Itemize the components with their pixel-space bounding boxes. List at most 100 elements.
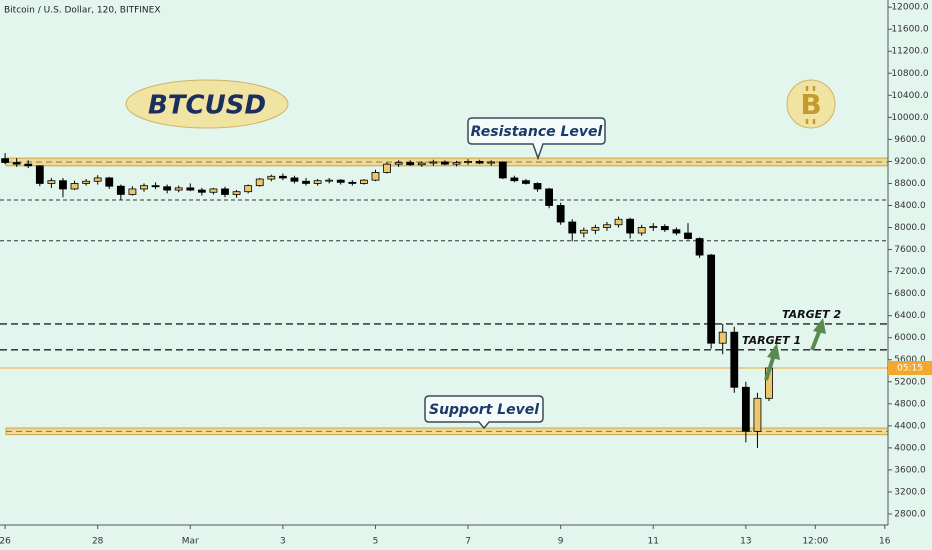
candle-body	[59, 180, 67, 190]
candle-body	[151, 185, 160, 188]
candle-body	[232, 191, 241, 195]
candle-body	[533, 183, 542, 190]
candle-body	[348, 181, 357, 184]
candle-body	[649, 226, 658, 228]
x-tick-label: 5	[373, 537, 379, 547]
y-tick-label: 7200.0	[894, 267, 926, 277]
y-tick-label: 11600.0	[891, 25, 928, 35]
zone-label: Support Level	[429, 402, 539, 418]
candle-body	[35, 165, 44, 184]
candle-body	[82, 180, 91, 184]
candle-body	[695, 238, 704, 256]
candle-body	[741, 386, 750, 432]
candle-body	[278, 175, 287, 179]
candle-body	[406, 162, 415, 166]
candle-body	[730, 331, 739, 388]
candle-body	[371, 172, 380, 181]
symbol-badge: BTCUSD	[148, 91, 266, 121]
target-arrows	[764, 318, 826, 381]
y-tick-label: 4800.0	[894, 399, 926, 409]
zone-callout	[424, 395, 544, 430]
arrow-shaft	[764, 357, 775, 381]
x-tick-label: 28	[92, 537, 104, 547]
candle-body	[510, 177, 519, 182]
candle-body	[197, 189, 206, 193]
candle-body	[417, 162, 426, 166]
arrow-shaft	[810, 331, 821, 351]
y-tick-label: 11200.0	[891, 47, 928, 57]
candle-body	[383, 163, 391, 173]
candle-body	[522, 180, 530, 184]
x-tick-label: 12:00	[802, 537, 828, 547]
y-tick-label: 9200.0	[894, 157, 926, 167]
badge-ellipse	[125, 79, 289, 129]
logo-coin	[786, 79, 836, 129]
candle-body	[174, 187, 183, 191]
y-tick-label: 6400.0	[894, 311, 926, 321]
candle-body	[556, 205, 565, 223]
candle-body	[707, 254, 716, 344]
candle-body	[498, 161, 507, 179]
candle-body	[441, 161, 449, 165]
x-tick-label: 26	[0, 537, 11, 547]
y-tick-label: 10800.0	[891, 69, 928, 79]
y-tick-label: 8400.0	[894, 201, 926, 211]
candle-body	[684, 232, 692, 239]
x-tick-label: 16	[879, 537, 891, 547]
candle-body	[603, 224, 611, 228]
candle-body	[163, 186, 172, 191]
y-tick-label: 10400.0	[891, 91, 928, 101]
candle-body	[718, 331, 727, 344]
candle-body	[360, 179, 368, 184]
x-tick-label: 11	[648, 537, 659, 547]
candle-body	[545, 188, 553, 206]
candle-body	[637, 227, 646, 234]
target-label: TARGET 1	[742, 334, 801, 347]
candle-body	[464, 161, 472, 163]
candle-body	[452, 162, 461, 165]
y-tick-label: 10000.0	[891, 113, 928, 123]
candle-body	[672, 229, 681, 234]
candle-body	[128, 188, 137, 195]
y-tick-label: 8000.0	[894, 223, 926, 233]
candle-body	[660, 226, 669, 231]
candle-body	[24, 163, 33, 167]
annotations-layer: TARGET 1 TARGET 2 Resistance Level Support …	[424, 117, 842, 430]
candles-layer	[1, 153, 773, 448]
arrow-head	[813, 318, 826, 334]
zone-label: Resistance Level	[471, 124, 603, 140]
candle-body	[1, 158, 9, 163]
arrow-head	[767, 343, 780, 360]
candle-body	[70, 183, 79, 190]
candle-body	[487, 161, 496, 164]
y-tick-label: 6800.0	[894, 289, 926, 299]
candle-body	[290, 177, 299, 182]
candle-body	[568, 221, 577, 234]
candle-body	[614, 218, 623, 226]
candle-body	[591, 227, 600, 231]
candle-body	[116, 185, 125, 195]
candle-body	[105, 177, 114, 187]
candle-body	[93, 177, 102, 182]
x-tick-label: Mar	[182, 537, 199, 547]
candle-body	[313, 180, 322, 184]
y-tick-label: 9600.0	[894, 135, 926, 145]
last-price-box	[888, 360, 932, 375]
target-label: TARGET 2	[782, 308, 842, 321]
y-tick-label: 7600.0	[894, 245, 926, 255]
countdown-label: 05:15	[897, 363, 923, 373]
candle-body	[429, 161, 438, 164]
levels-layer	[0, 199, 888, 369]
y-tick-label: 2800.0	[894, 509, 926, 519]
y-tick-label: 5600.0	[894, 355, 926, 365]
y-tick-label: 3200.0	[894, 487, 926, 497]
y-tick-label: 5200.0	[894, 377, 926, 387]
candle-body	[753, 397, 762, 432]
y-tick-label: 12000.0	[891, 3, 928, 13]
candle-body	[209, 188, 218, 193]
logo-symbol: B	[800, 88, 821, 121]
candle-body	[579, 229, 588, 234]
candle-body	[394, 162, 403, 165]
